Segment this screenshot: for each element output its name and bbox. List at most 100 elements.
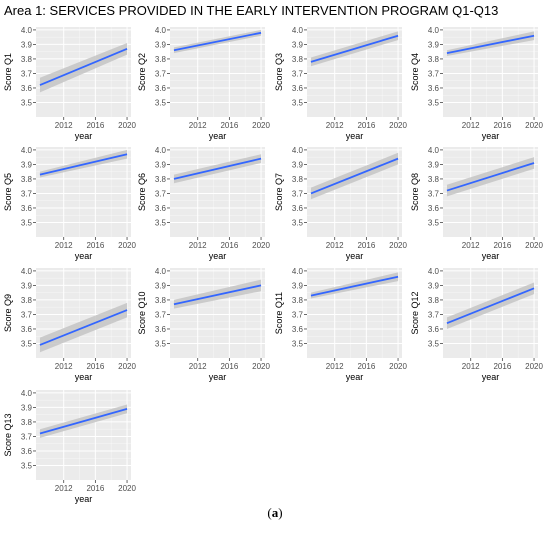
y-tick-label: 3.5 bbox=[21, 461, 33, 470]
y-tick-label: 3.6 bbox=[292, 84, 304, 93]
x-tick-label: 2020 bbox=[252, 241, 270, 250]
trend-line-1 bbox=[446, 287, 535, 324]
y-tick-label: 4.0 bbox=[292, 146, 304, 155]
trend-line-1 bbox=[173, 157, 262, 180]
panel-3: 3.5 3.6 3.7 3.8 3.9 4.0 2012 2016 2020 year Score … bbox=[274, 26, 407, 141]
y-axis-label: Score Q12 bbox=[410, 291, 420, 334]
x-axis-label: year bbox=[482, 251, 500, 261]
y-tick-label: 3.5 bbox=[292, 339, 304, 348]
x-tick-label: 2012 bbox=[55, 484, 73, 493]
x-axis-label: year bbox=[209, 131, 227, 141]
y-tick-label: 3.9 bbox=[21, 281, 33, 290]
trend-line-1 bbox=[173, 31, 262, 52]
y-tick-label: 3.7 bbox=[292, 310, 304, 319]
trend-line-1 bbox=[173, 284, 262, 306]
y-tick-label: 3.8 bbox=[21, 296, 33, 305]
y-tick-label: 3.9 bbox=[155, 281, 167, 290]
y-tick-label: 4.0 bbox=[21, 389, 33, 398]
y-tick-label: 3.8 bbox=[428, 296, 440, 305]
trend-line-1 bbox=[39, 408, 128, 435]
x-tick-label: 2020 bbox=[525, 362, 543, 371]
y-tick-label: 3.8 bbox=[292, 175, 304, 184]
y-axis-label: Score Q9 bbox=[3, 294, 13, 332]
x-tick-label: 2020 bbox=[252, 362, 270, 371]
trend-line-1 bbox=[310, 34, 399, 63]
y-axis-label: Score Q10 bbox=[137, 291, 147, 334]
x-tick-label: 2016 bbox=[86, 121, 104, 130]
x-tick-label: 2012 bbox=[55, 362, 73, 371]
y-tick-label: 3.6 bbox=[428, 325, 440, 334]
x-tick-label: 2016 bbox=[220, 121, 238, 130]
x-tick-label: 2016 bbox=[357, 241, 375, 250]
y-axis-label: Score Q3 bbox=[274, 53, 284, 91]
y-tick-label: 3.9 bbox=[155, 160, 167, 169]
x-tick-label: 2016 bbox=[357, 362, 375, 371]
y-tick-label: 3.7 bbox=[21, 189, 33, 198]
y-tick-label: 3.6 bbox=[155, 204, 167, 213]
x-tick-label: 2020 bbox=[118, 241, 136, 250]
x-tick-label: 2016 bbox=[493, 121, 511, 130]
y-tick-label: 3.6 bbox=[21, 84, 33, 93]
x-tick-label: 2012 bbox=[189, 362, 207, 371]
x-tick-label: 2020 bbox=[389, 362, 407, 371]
y-tick-label: 3.5 bbox=[428, 98, 440, 107]
y-tick-label: 4.0 bbox=[155, 146, 167, 155]
x-tick-label: 2012 bbox=[55, 241, 73, 250]
y-tick-label: 3.7 bbox=[21, 310, 33, 319]
y-tick-label: 3.7 bbox=[292, 69, 304, 78]
x-axis-label: year bbox=[75, 251, 93, 261]
y-tick-label: 4.0 bbox=[428, 26, 440, 35]
y-tick-label: 3.9 bbox=[21, 160, 33, 169]
x-tick-label: 2012 bbox=[462, 241, 480, 250]
y-tick-label: 3.9 bbox=[292, 40, 304, 49]
panel-6: 3.5 3.6 3.7 3.8 3.9 4.0 2012 2016 2020 year Score … bbox=[137, 146, 270, 261]
y-tick-label: 3.6 bbox=[292, 204, 304, 213]
x-axis-label: year bbox=[75, 131, 93, 141]
y-tick-label: 3.7 bbox=[155, 69, 167, 78]
x-tick-label: 2016 bbox=[220, 241, 238, 250]
y-tick-label: 3.9 bbox=[428, 40, 440, 49]
x-axis-label: year bbox=[482, 131, 500, 141]
panel-5: 3.5 3.6 3.7 3.8 3.9 4.0 2012 2016 2020 year Score … bbox=[3, 146, 136, 261]
panel-4: 3.5 3.6 3.7 3.8 3.9 4.0 2012 2016 2020 year Score … bbox=[410, 26, 543, 141]
y-tick-label: 3.7 bbox=[155, 310, 167, 319]
y-tick-label: 3.5 bbox=[155, 98, 167, 107]
y-tick-label: 3.6 bbox=[428, 204, 440, 213]
x-tick-label: 2012 bbox=[326, 121, 344, 130]
panel-8: 3.5 3.6 3.7 3.8 3.9 4.0 2012 2016 2020 year Score … bbox=[410, 146, 543, 261]
y-tick-label: 3.8 bbox=[155, 175, 167, 184]
y-tick-label: 3.5 bbox=[428, 339, 440, 348]
y-tick-label: 4.0 bbox=[21, 146, 33, 155]
x-tick-label: 2016 bbox=[220, 362, 238, 371]
panel-11: 3.5 3.6 3.7 3.8 3.9 4.0 2012 2016 2020 year Score … bbox=[274, 267, 407, 382]
x-tick-label: 2020 bbox=[389, 121, 407, 130]
y-tick-label: 3.5 bbox=[428, 218, 440, 227]
trend-line-1 bbox=[446, 162, 535, 192]
y-tick-label: 3.5 bbox=[292, 218, 304, 227]
panel-13: 3.5 3.6 3.7 3.8 3.9 4.0 2012 2016 2020 year Score … bbox=[3, 389, 136, 504]
x-tick-label: 2016 bbox=[86, 362, 104, 371]
panel-9: 3.5 3.6 3.7 3.8 3.9 4.0 2012 2016 2020 year Score … bbox=[3, 267, 136, 382]
x-tick-label: 2020 bbox=[525, 241, 543, 250]
x-tick-label: 2020 bbox=[118, 484, 136, 493]
y-tick-label: 3.6 bbox=[428, 84, 440, 93]
y-tick-label: 3.5 bbox=[155, 339, 167, 348]
y-tick-label: 3.7 bbox=[428, 189, 440, 198]
y-axis-label: Score Q11 bbox=[274, 292, 284, 334]
y-tick-label: 4.0 bbox=[155, 267, 167, 276]
trend-line-1 bbox=[446, 34, 535, 55]
y-axis-label: Score Q2 bbox=[137, 53, 147, 91]
y-tick-label: 3.9 bbox=[428, 160, 440, 169]
y-axis-label: Score Q1 bbox=[3, 53, 13, 91]
panel-background bbox=[36, 390, 131, 480]
y-tick-label: 3.8 bbox=[292, 296, 304, 305]
trend-line-1 bbox=[39, 153, 128, 176]
figure-title: Area 1: SERVICES PROVIDED IN THE EARLY I… bbox=[4, 3, 499, 18]
x-axis-label: year bbox=[482, 372, 500, 382]
y-axis-label: Score Q4 bbox=[410, 53, 420, 91]
x-axis-label: year bbox=[209, 251, 227, 261]
x-axis-label: year bbox=[346, 372, 364, 382]
x-tick-label: 2012 bbox=[326, 241, 344, 250]
x-tick-label: 2016 bbox=[493, 241, 511, 250]
